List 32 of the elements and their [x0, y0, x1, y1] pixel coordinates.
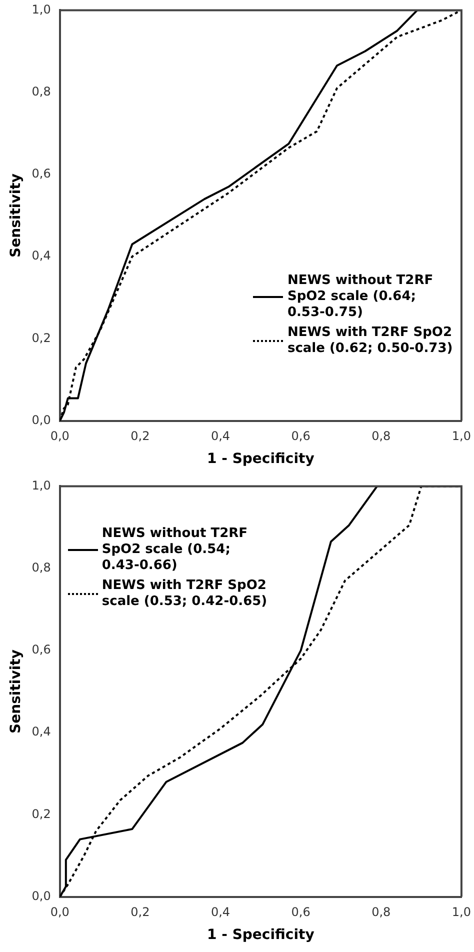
- legend-label: NEWS with T2RF SpO2 scale (0.62; 0.50-0.73): [287, 324, 454, 357]
- x-tick-label: 0,6: [291, 905, 310, 920]
- x-tick-label: 1,0: [452, 905, 472, 920]
- y-tick-label: 0,0: [32, 412, 51, 427]
- x-axis-title: 1 - Specificity: [207, 927, 314, 944]
- x-tick-label: 0,0: [50, 905, 70, 920]
- y-tick-label: 0,4: [32, 724, 51, 739]
- legend-label: NEWS with T2RF SpO2 scale (0.53; 0.42-0.65): [102, 578, 268, 610]
- y-tick-label: 0,8: [32, 84, 51, 98]
- y-tick-label: 0,2: [32, 806, 51, 821]
- x-tick-label: 0,2: [130, 905, 150, 920]
- y-tick-label: 1,0: [32, 478, 51, 492]
- x-tick-label: 0,8: [372, 429, 391, 444]
- y-tick-label: 1,0: [32, 2, 51, 16]
- y-tick-label: 0,8: [32, 560, 51, 574]
- y-tick-label: 0,4: [32, 248, 51, 263]
- y-tick-label: 0,2: [32, 330, 51, 345]
- legend-label: NEWS without T2RF SpO2 scale (0.54; 0.43-0.66): [102, 526, 249, 574]
- x-tick-label: 0,4: [210, 905, 230, 920]
- x-tick-label: 0,2: [130, 429, 150, 444]
- x-tick-label: 0,4: [210, 429, 230, 444]
- y-axis-title: Sensitivity: [8, 174, 24, 258]
- y-tick-label: 0,0: [32, 888, 51, 903]
- x-tick-label: 0,0: [50, 429, 70, 444]
- y-tick-label: 0,6: [32, 166, 51, 181]
- x-axis-title: 1 - Specificity: [207, 451, 314, 468]
- x-tick-label: 0,8: [372, 905, 391, 920]
- legend-label: NEWS without T2RF SpO2 scale (0.64; 0.53-0.75): [287, 272, 434, 321]
- x-tick-label: 0,6: [291, 429, 310, 444]
- x-tick-label: 1,0: [452, 429, 472, 444]
- y-axis-title: Sensitivity: [8, 650, 24, 734]
- y-tick-label: 0,6: [32, 642, 51, 657]
